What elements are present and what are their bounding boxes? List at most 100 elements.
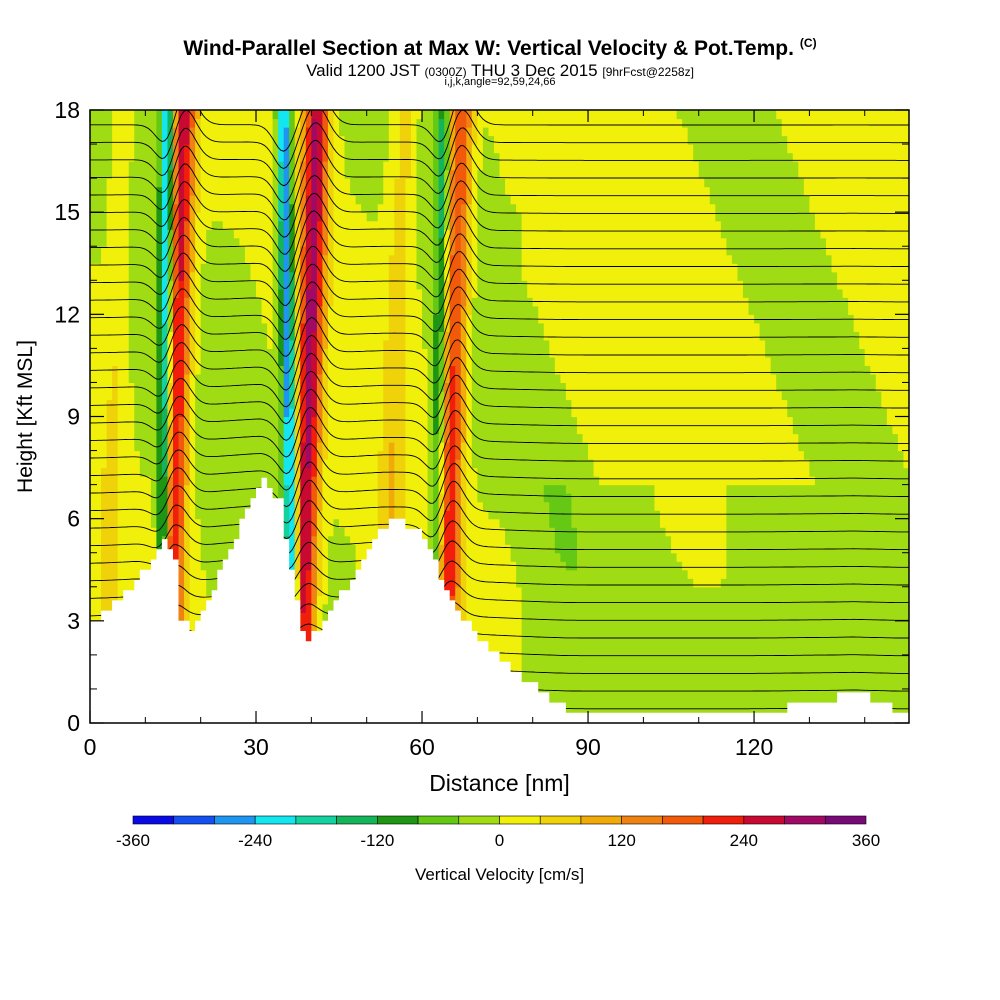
velocity-cell	[394, 373, 401, 384]
velocity-cell	[244, 339, 252, 349]
velocity-cell	[305, 246, 312, 256]
velocity-cell	[427, 365, 434, 375]
velocity-cell	[422, 161, 429, 171]
velocity-cell	[311, 297, 318, 307]
velocity-cell	[422, 127, 429, 137]
velocity-cell	[167, 263, 174, 273]
velocity-cell	[139, 382, 146, 392]
velocity-cell	[261, 254, 268, 264]
velocity-cell	[355, 144, 362, 154]
velocity-cell	[239, 322, 246, 332]
velocity-cell	[311, 144, 318, 154]
velocity-cell	[399, 297, 407, 307]
velocity-cell	[200, 484, 207, 494]
velocity-cell	[350, 169, 357, 179]
velocity-cell	[372, 135, 379, 145]
velocity-cell	[449, 212, 456, 222]
velocity-cell	[344, 118, 351, 128]
velocity-cell	[123, 348, 130, 358]
velocity-cell	[178, 280, 185, 290]
velocity-cell	[112, 220, 119, 230]
velocity-cell	[256, 407, 263, 418]
velocity-cell	[123, 297, 130, 307]
velocity-cell	[427, 203, 434, 213]
velocity-cell	[178, 186, 185, 196]
velocity-cell	[294, 161, 301, 171]
velocity-cell	[217, 271, 224, 281]
velocity-cell	[333, 246, 340, 256]
velocity-cell	[211, 169, 218, 179]
velocity-cell	[206, 552, 213, 562]
velocity-cell	[294, 271, 301, 281]
velocity-cell	[433, 127, 440, 137]
velocity-cell	[222, 237, 229, 247]
velocity-cell	[123, 322, 130, 332]
velocity-cell	[344, 280, 351, 290]
velocity-cell	[106, 484, 113, 494]
velocity-cell	[173, 297, 180, 307]
velocity-cell	[394, 322, 401, 332]
velocity-cell	[250, 254, 257, 264]
velocity-cell	[405, 382, 412, 392]
velocity-cell	[233, 280, 241, 290]
velocity-cell	[316, 152, 324, 162]
velocity-cell	[388, 356, 395, 367]
velocity-cell	[350, 535, 357, 545]
velocity-cell	[278, 220, 285, 230]
velocity-cell	[228, 425, 235, 435]
velocity-cell	[305, 331, 312, 341]
velocity-cell	[283, 450, 290, 460]
velocity-cell	[211, 348, 218, 358]
velocity-cell	[173, 365, 180, 375]
velocity-cell	[350, 297, 357, 307]
velocity-cell	[327, 356, 335, 367]
velocity-cell	[206, 339, 213, 349]
velocity-cell	[173, 518, 180, 528]
velocity-cell	[366, 127, 373, 137]
velocity-cell	[195, 493, 202, 503]
velocity-cell	[339, 135, 346, 145]
velocity-cell	[339, 425, 346, 435]
velocity-cell	[316, 416, 324, 426]
velocity-cell	[173, 280, 180, 290]
velocity-cell	[289, 314, 296, 324]
velocity-cell	[333, 314, 340, 324]
velocity-cell	[466, 135, 473, 145]
velocity-cell	[333, 407, 340, 418]
velocity-cell	[150, 450, 157, 460]
velocity-cell	[239, 229, 246, 239]
velocity-cell	[388, 305, 395, 315]
velocity-cell	[305, 178, 312, 188]
velocity-cell	[173, 535, 180, 545]
velocity-cell	[145, 254, 152, 264]
velocity-cell	[410, 246, 418, 256]
velocity-cell	[150, 271, 157, 281]
velocity-cell	[244, 127, 252, 137]
velocity-cell	[106, 237, 113, 247]
velocity-cell	[161, 416, 169, 426]
velocity-cell	[206, 271, 213, 281]
velocity-cell	[217, 144, 224, 154]
velocity-cell	[438, 407, 445, 418]
velocity-cell	[410, 467, 418, 477]
velocity-cell	[178, 569, 185, 579]
velocity-cell	[101, 288, 108, 298]
velocity-cell	[433, 527, 440, 537]
velocity-cell	[261, 459, 268, 469]
velocity-cell	[427, 382, 434, 392]
velocity-cell	[145, 237, 152, 247]
velocity-cell	[377, 433, 384, 443]
velocity-cell	[383, 152, 390, 162]
velocity-cell	[300, 220, 307, 230]
velocity-cell	[300, 425, 307, 435]
velocity-cell	[278, 178, 285, 188]
velocity-cell	[206, 569, 213, 579]
velocity-cell	[449, 356, 456, 367]
velocity-cell	[106, 220, 113, 230]
velocity-cell	[460, 169, 467, 179]
velocity-cell	[195, 263, 202, 273]
velocity-cell	[161, 390, 169, 401]
velocity-cell	[471, 603, 478, 613]
velocity-cell	[206, 212, 213, 222]
velocity-cell	[195, 373, 202, 384]
